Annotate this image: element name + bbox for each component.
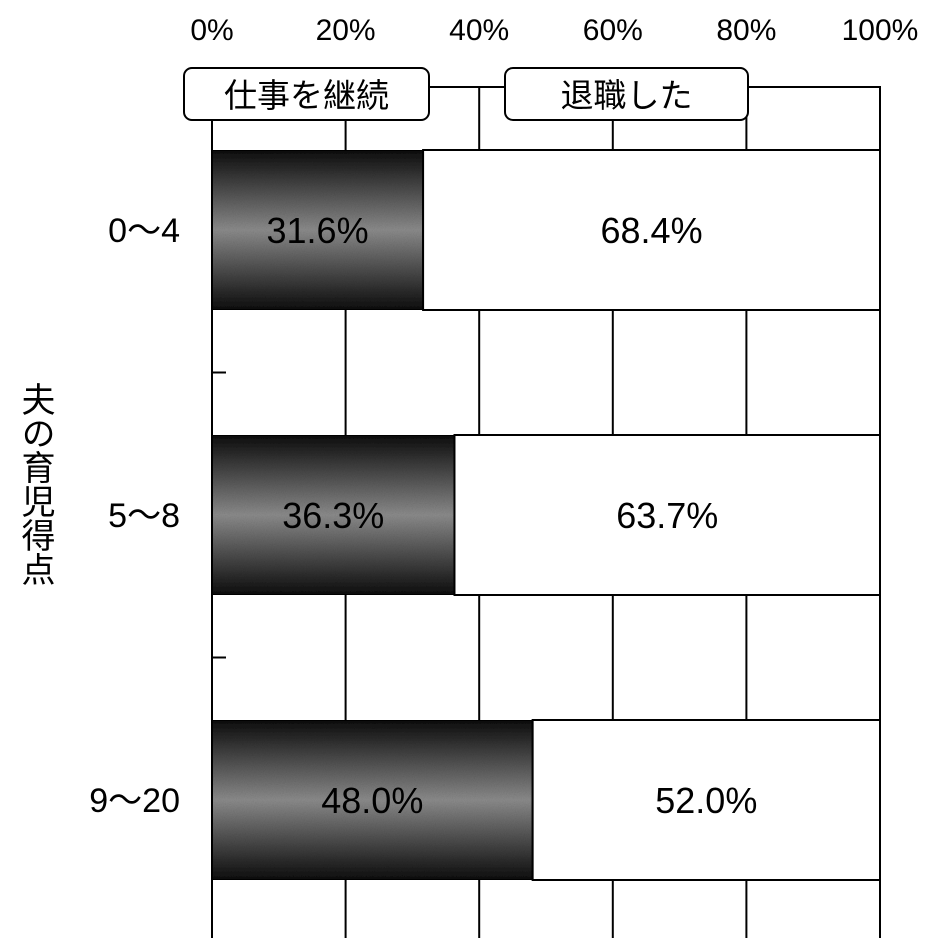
x-tick-label: 0% (190, 14, 233, 47)
legend: 仕事を継続 退職した (183, 67, 749, 121)
x-tick-label: 80% (716, 14, 776, 47)
y-axis-label: 夫の育児得点 (15, 382, 55, 586)
data-label: 48.0% (321, 780, 423, 821)
x-tick-label: 20% (316, 14, 376, 47)
bar-segment (211, 434, 456, 596)
data-label: 63.7% (616, 495, 718, 536)
legend-box (183, 67, 430, 121)
bar-segment (531, 719, 881, 881)
data-label: 68.4% (601, 210, 703, 251)
x-tick-label: 40% (449, 14, 509, 47)
legend-label: 退職した (561, 76, 693, 115)
data-label: 31.6% (267, 210, 369, 251)
data-label: 52.0% (655, 780, 757, 821)
bar-segment (422, 149, 881, 311)
category-label: 5〜8 (108, 497, 180, 535)
bar-segment (211, 719, 534, 881)
x-tick-label: 100% (842, 14, 919, 47)
legend-box (504, 67, 749, 121)
data-label: 36.3% (282, 495, 384, 536)
bar-segment (453, 434, 881, 596)
category-labels: 0〜4 5〜8 9〜20 (89, 212, 180, 820)
x-tick-labels: 0% 20% 40% 60% 80% 100% (190, 14, 918, 47)
legend-label: 仕事を継続 (224, 76, 389, 115)
category-label: 0〜4 (108, 212, 180, 250)
x-tick-label: 60% (583, 14, 643, 47)
category-label: 9〜20 (89, 782, 180, 820)
bars: 31.6% 68.4% 36.3% 63.7% 48.0% 52.0% (211, 149, 881, 881)
